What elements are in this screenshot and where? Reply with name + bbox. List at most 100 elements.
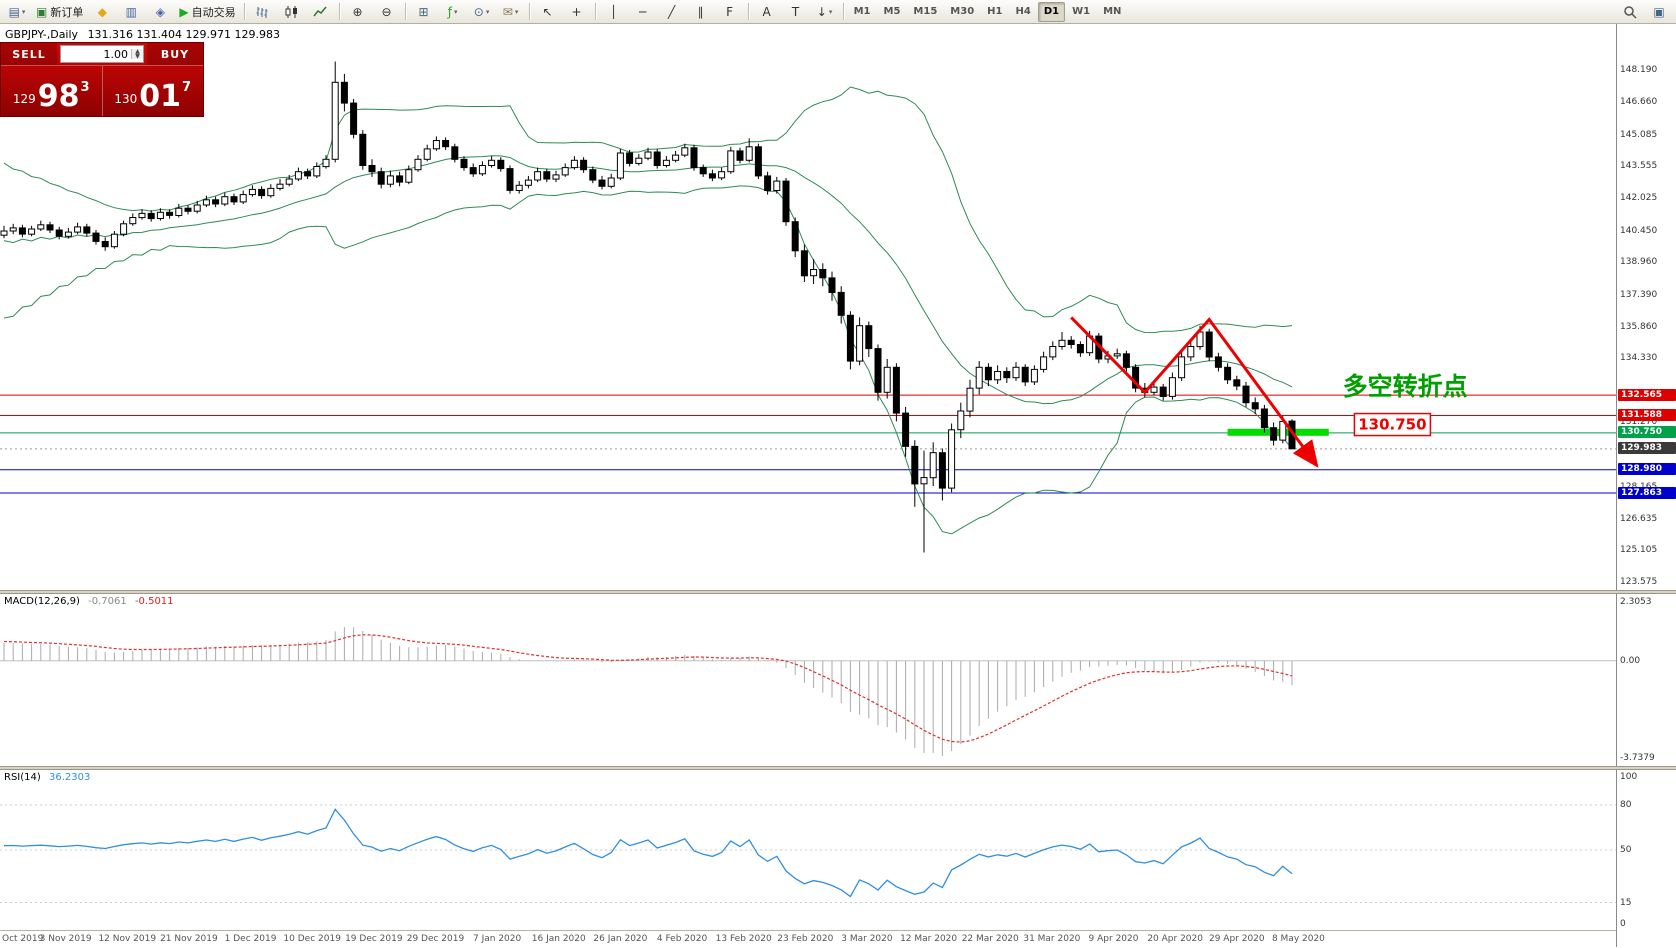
text-icon[interactable]: A — [762, 4, 771, 19]
date-label: 22 Mar 2020 — [961, 934, 1019, 944]
timeframe-d1-button[interactable]: D1 — [1037, 1, 1066, 22]
buy-button[interactable]: BUY — [147, 43, 203, 65]
timeframe-h4-button[interactable]: H4 — [1015, 6, 1031, 17]
fibonacci-icon[interactable]: F — [726, 4, 734, 19]
turning-point-text: 多空转折点 — [1343, 372, 1468, 401]
plot-column: 多空转折点 130.750 GBPJPY-,Daily 131.316 131.4… — [0, 24, 1616, 948]
date-label: 19 Dec 2019 — [345, 934, 403, 944]
date-label: 29 Dec 2019 — [406, 934, 465, 944]
zoom-in-icon[interactable]: ⊕ — [352, 4, 363, 19]
date-label: 1 Dec 2019 — [224, 934, 277, 944]
date-label: 7 Jan 2020 — [472, 934, 522, 944]
buy-price-big: 01 — [139, 78, 182, 114]
candlestick-chart[interactable]: 多空转折点 130.750 — [0, 24, 1616, 590]
price-line-badge: 130.750 — [1618, 426, 1676, 439]
vertical-line-icon[interactable]: │ — [609, 4, 618, 19]
zoom-out-icon[interactable]: ⊖ — [381, 4, 392, 19]
rsi-value: 36.2303 — [48, 772, 91, 783]
support-price-label-box — [1353, 412, 1432, 437]
rsi-scale-label: 50 — [1620, 845, 1632, 855]
rsi-scale-label: 80 — [1620, 800, 1632, 810]
line-chart-icon[interactable] — [307, 1, 335, 23]
macd-indicator-panel[interactable]: MACD(12,26,9) -0.7061 -0.5011 — [0, 594, 1616, 766]
chart-region: 多空转折点 130.750 GBPJPY-,Daily 131.316 131.4… — [0, 24, 1676, 948]
crosshair-icon[interactable]: + — [571, 4, 582, 19]
toolbar-separator — [243, 3, 245, 20]
toolbar-separator — [528, 3, 530, 20]
auto-trading-button[interactable]: ▶ 自动交易 — [179, 4, 236, 19]
timeframe-h1-button[interactable]: H1 — [987, 6, 1003, 17]
search-icon[interactable] — [1616, 1, 1644, 23]
symbol-period-label: GBPJPY-,Daily — [5, 28, 79, 41]
rsi-label: RSI(14) — [4, 772, 41, 783]
macd-header: MACD(12,26,9) -0.7061 -0.5011 — [4, 596, 174, 607]
sell-price-prefix: 129 — [12, 92, 36, 106]
volume-spinner[interactable]: ▲ ▼ — [131, 49, 143, 60]
text-label-icon[interactable]: T — [791, 4, 800, 19]
timeframe-m1-button[interactable]: M1 — [853, 6, 871, 17]
timeframe-m15-button[interactable]: M15 — [913, 6, 938, 17]
chart-title: GBPJPY-,Daily 131.316 131.404 129.971 12… — [5, 28, 280, 41]
buy-price-button[interactable]: 130 01 7 — [103, 66, 204, 116]
price-line-badge: 129.983 — [1618, 442, 1676, 455]
panel-separator[interactable] — [0, 766, 1676, 770]
volume-down-icon[interactable]: ▼ — [132, 54, 143, 60]
new-order-button[interactable]: ▣ 新订单 — [36, 4, 84, 19]
panel-separator[interactable] — [0, 590, 1676, 594]
volume-value[interactable]: 1.00 — [103, 47, 129, 61]
timeframe-m5-button[interactable]: M5 — [883, 6, 901, 17]
price-scale-label: 145.085 — [1620, 129, 1658, 140]
timeframe-mn-button[interactable]: MN — [1103, 6, 1122, 17]
trendline-icon[interactable]: ╱ — [667, 4, 676, 19]
toolbar-separator — [842, 3, 844, 20]
rsi-indicator-panel[interactable]: RSI(14) 36.2303 — [0, 770, 1616, 930]
macd-signal-value: -0.5011 — [134, 596, 174, 607]
price-scale-label: 135.860 — [1620, 321, 1658, 332]
templates-icon[interactable]: ✉ ▾ — [502, 4, 519, 19]
price-scale-label: 138.960 — [1620, 257, 1658, 268]
tile-windows-icon[interactable]: ⊞ — [418, 4, 429, 19]
metaeditor-icon[interactable]: ◆ — [97, 4, 107, 19]
main-price-chart[interactable]: 多空转折点 130.750 GBPJPY-,Daily 131.316 131.4… — [0, 24, 1616, 590]
price-scale-label: 148.190 — [1620, 65, 1658, 75]
timeframe-m30-button[interactable]: M30 — [950, 6, 975, 17]
volume-field[interactable]: 1.00 ▲ ▼ — [60, 45, 144, 63]
rsi-chart[interactable] — [0, 770, 1616, 930]
price-axis[interactable]: 148.190 146.660 145.085 143.555 142.025 140.4… — [1616, 24, 1676, 947]
horizontal-line-icon[interactable]: ─ — [638, 4, 647, 19]
new-chart-icon[interactable]: ▤ ▾ — [8, 4, 26, 19]
price-scale-label: 143.555 — [1620, 161, 1658, 172]
price-scale-label: 140.450 — [1620, 226, 1658, 236]
macd-chart[interactable] — [0, 594, 1616, 766]
date-label: 29 Apr 2020 — [1208, 934, 1265, 944]
macd-scale-label: -3.7379 — [1620, 753, 1655, 763]
date-label: 12 Nov 2019 — [98, 934, 157, 944]
price-line-badge: 132.565 — [1618, 388, 1676, 401]
price-scale-label: 125.105 — [1620, 545, 1658, 556]
indicators-icon[interactable]: ƒ ▾ — [447, 4, 458, 19]
date-label: 21 Nov 2019 — [160, 934, 218, 944]
timeframe-w1-button[interactable]: W1 — [1072, 6, 1091, 17]
date-label: 13 Feb 2020 — [715, 934, 772, 944]
date-axis[interactable]: Oct 2019 3 Nov 2019 12 Nov 2019 21 Nov 2019… — [0, 930, 1616, 948]
volume-up-icon[interactable]: ▲ — [132, 49, 143, 55]
navigator-icon[interactable]: ◈ — [155, 4, 165, 19]
price-scale-label: 146.660 — [1620, 96, 1658, 107]
one-click-trading-panel: SELL 1.00 ▲ ▼ BUY 129 98 3 — [0, 42, 204, 117]
sell-price-button[interactable]: 129 98 3 — [1, 66, 103, 116]
ohlc-values: 131.316 131.404 129.971 129.983 — [87, 28, 281, 41]
candlestick-chart-icon[interactable] — [278, 1, 306, 23]
bar-chart-icon[interactable] — [249, 1, 277, 23]
rsi-scale-label: 0 — [1620, 919, 1626, 929]
date-label: 8 May 2020 — [1271, 934, 1325, 944]
equidistant-channel-icon[interactable]: ∥ — [697, 4, 704, 19]
chat-icon[interactable]: ▣ — [1653, 4, 1665, 19]
sell-button[interactable]: SELL — [1, 43, 57, 65]
arrows-icon[interactable]: ↓ ▾ — [816, 4, 833, 19]
market-watch-icon[interactable]: ▥ — [125, 4, 138, 19]
cursor-icon[interactable]: ↖ — [542, 4, 553, 19]
date-label: 31 Mar 2020 — [1023, 934, 1081, 944]
periods-icon[interactable]: ⊙ ▾ — [473, 4, 490, 19]
price-line-badge: 128.980 — [1618, 463, 1676, 476]
